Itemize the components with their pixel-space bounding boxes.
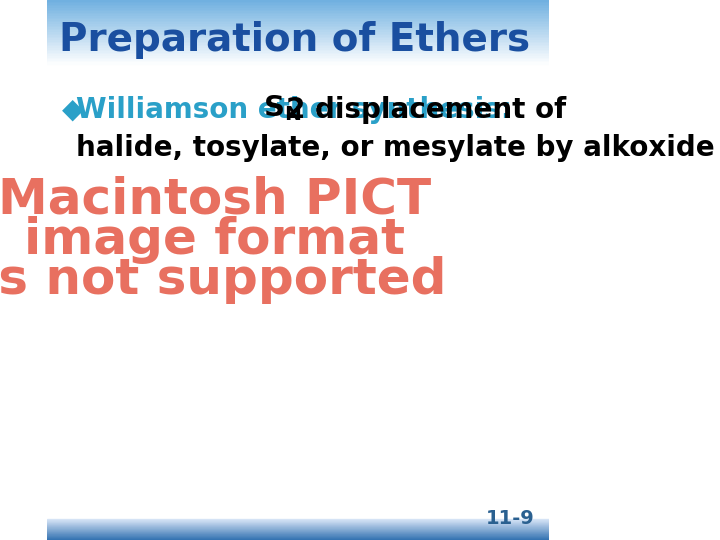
- Bar: [47, 2, 549, 3]
- Bar: [47, 48, 549, 50]
- Bar: [47, 526, 549, 528]
- Text: Williamson ether synthesis:: Williamson ether synthesis:: [76, 96, 512, 124]
- Bar: [47, 3, 549, 5]
- Bar: [47, 0, 549, 2]
- Text: ◆: ◆: [62, 96, 84, 124]
- Bar: [47, 15, 549, 16]
- Bar: [47, 38, 549, 40]
- Bar: [47, 537, 549, 538]
- Bar: [47, 534, 549, 535]
- Bar: [47, 539, 549, 540]
- Bar: [47, 59, 549, 61]
- Bar: [47, 27, 549, 29]
- Bar: [47, 42, 549, 43]
- Bar: [47, 53, 549, 55]
- Bar: [47, 521, 549, 522]
- Text: Preparation of Ethers: Preparation of Ethers: [59, 21, 531, 59]
- Bar: [47, 13, 549, 15]
- Text: 2 displacement of: 2 displacement of: [286, 96, 566, 124]
- Bar: [47, 21, 549, 22]
- Bar: [47, 5, 549, 6]
- Bar: [47, 63, 549, 64]
- Bar: [47, 532, 549, 533]
- Text: Macintosh PICT: Macintosh PICT: [0, 176, 431, 224]
- Bar: [47, 8, 549, 10]
- Bar: [47, 525, 549, 526]
- Bar: [47, 528, 549, 529]
- Bar: [47, 529, 549, 530]
- Bar: [47, 30, 549, 32]
- Bar: [47, 10, 549, 11]
- Bar: [47, 533, 549, 534]
- Bar: [47, 37, 549, 38]
- Bar: [47, 519, 549, 521]
- Bar: [47, 22, 549, 24]
- Bar: [47, 29, 549, 30]
- Bar: [47, 24, 549, 25]
- Bar: [47, 50, 549, 51]
- Bar: [47, 11, 549, 13]
- Bar: [47, 25, 549, 27]
- Text: is not supported: is not supported: [0, 256, 447, 304]
- Bar: [47, 32, 549, 33]
- Bar: [47, 524, 549, 525]
- Bar: [47, 19, 549, 21]
- Bar: [47, 530, 549, 531]
- Bar: [47, 16, 549, 18]
- Bar: [47, 18, 549, 19]
- Bar: [47, 6, 549, 8]
- Bar: [47, 46, 549, 48]
- Text: image format: image format: [24, 216, 405, 264]
- Bar: [47, 58, 549, 59]
- Bar: [47, 33, 549, 35]
- Bar: [47, 35, 549, 37]
- Bar: [47, 40, 549, 42]
- Bar: [47, 43, 549, 45]
- Bar: [47, 531, 549, 532]
- Bar: [47, 56, 549, 58]
- Bar: [47, 61, 549, 63]
- Bar: [47, 523, 549, 524]
- Bar: [47, 55, 549, 56]
- Text: $\mathbf{S_N}$: $\mathbf{S_N}$: [263, 93, 301, 123]
- Text: halide, tosylate, or mesylate by alkoxide ion: halide, tosylate, or mesylate by alkoxid…: [76, 134, 720, 162]
- Text: 11-9: 11-9: [486, 509, 535, 528]
- Bar: [47, 538, 549, 539]
- Bar: [47, 522, 549, 523]
- Bar: [47, 51, 549, 53]
- Bar: [47, 536, 549, 537]
- Bar: [47, 535, 549, 536]
- Bar: [47, 45, 549, 46]
